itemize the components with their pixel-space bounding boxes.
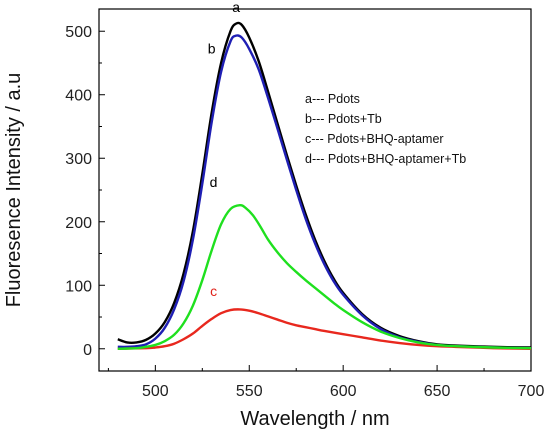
y-tick-label: 300 [65,151,92,168]
legend-entry: d--- Pdots+BHQ-aptamer+Tb [305,152,466,166]
plot-frame [98,8,532,372]
y-tick-label: 100 [65,278,92,295]
x-tick-label: 700 [518,383,545,400]
legend: a--- Pdots b--- Pdots+Tb c--- Pdots+BHQ-ap… [305,92,466,166]
y-tick-label: 0 [83,342,92,359]
legend-entry: c--- Pdots+BHQ-aptamer [305,132,444,146]
curve-tag-a: a [232,0,240,15]
curve-tag-c: c [210,283,217,299]
y-tick-label: 200 [65,215,92,232]
series-line-c [117,308,532,350]
y-tick-label: 400 [65,88,92,105]
series-line-b [117,34,532,350]
curves [117,21,532,350]
curve-tag-d: d [210,174,218,190]
legend-entry: a--- Pdots [305,92,360,106]
x-tick-label: 650 [424,383,451,400]
curve-tag-b: b [208,40,216,56]
x-tick-label: 550 [236,383,263,400]
series-line-a [117,21,532,349]
x-tick-label: 600 [330,383,357,400]
x-tick-label: 500 [142,383,169,400]
y-tick-label: 500 [65,24,92,41]
y-axis-title: Fluoresence Intensity / a.u [3,73,25,308]
x-axis-ticks: 500 550 600 650 700 [107,365,545,400]
curve-tags: a b c d [208,0,240,299]
x-axis-title: Wavelength / nm [240,408,389,430]
series-line-d [117,204,532,350]
legend-entry: b--- Pdots+Tb [305,112,382,126]
y-axis-ticks: 0 100 200 300 400 500 [65,24,105,359]
